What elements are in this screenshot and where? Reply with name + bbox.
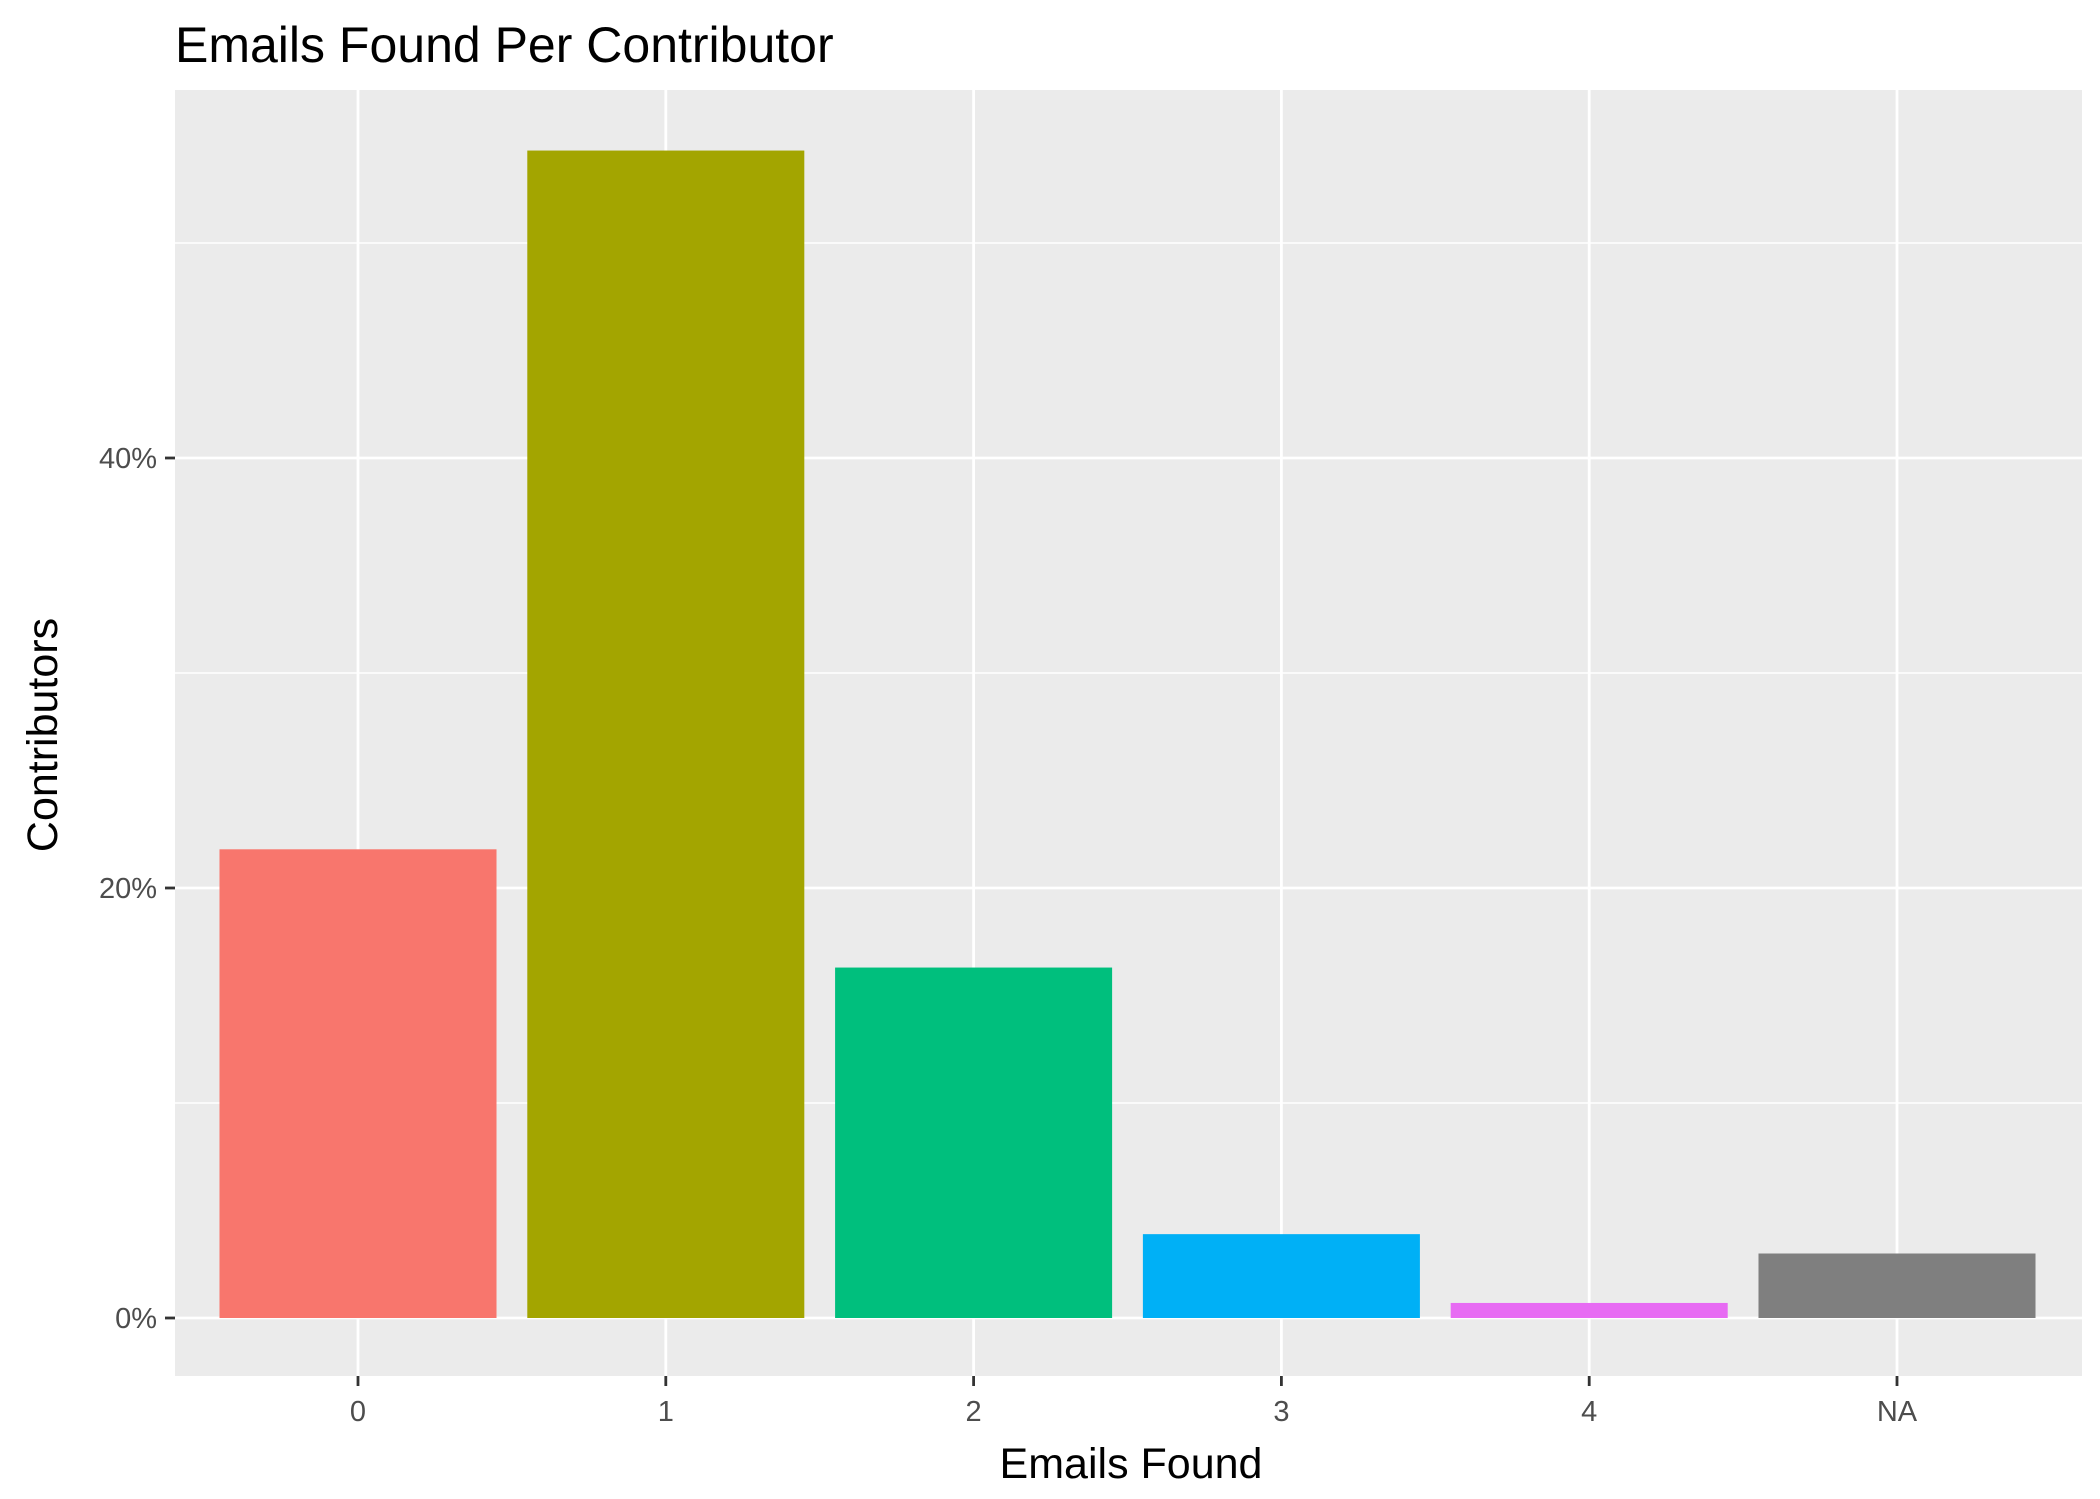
bar-3 xyxy=(1142,1234,1420,1318)
x-axis: 0 1 2 3 4 NA xyxy=(350,1376,1918,1428)
x-tick-label: 1 xyxy=(658,1396,674,1428)
y-axis: 0% 20% 40% xyxy=(99,443,175,1335)
y-axis-title: Contributors xyxy=(19,618,67,852)
x-axis-title: Emails Found xyxy=(1000,1440,1263,1488)
bars xyxy=(219,150,2036,1318)
bar-1 xyxy=(527,150,805,1318)
x-tick-label: 4 xyxy=(1581,1396,1597,1428)
y-tick-label: 0% xyxy=(115,1303,157,1335)
bar-2 xyxy=(835,967,1113,1318)
x-tick-label: 2 xyxy=(966,1396,982,1428)
x-tick-label: NA xyxy=(1877,1396,1918,1428)
y-tick-label: 40% xyxy=(99,443,157,475)
x-tick-label: 3 xyxy=(1273,1396,1289,1428)
bar-4 xyxy=(1450,1302,1728,1318)
bar-0 xyxy=(219,849,497,1318)
x-tick-label: 0 xyxy=(350,1396,366,1428)
y-tick-label: 20% xyxy=(99,873,157,905)
bar-na xyxy=(1758,1253,2036,1318)
chart-title: Emails Found Per Contributor xyxy=(175,17,834,73)
